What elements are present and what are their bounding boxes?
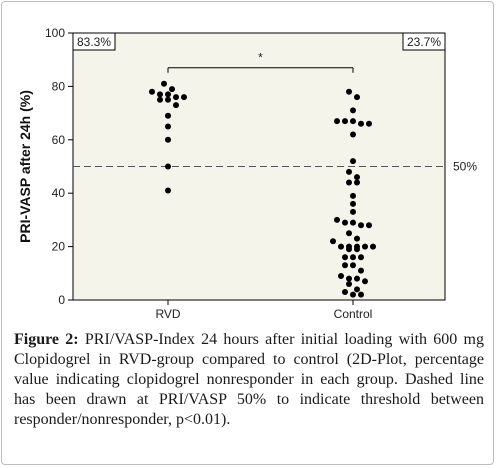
data-point — [173, 94, 179, 101]
data-point — [358, 222, 364, 229]
data-point — [181, 94, 187, 101]
data-point — [342, 219, 348, 226]
rvd-percent-label: 83.3% — [77, 35, 111, 49]
data-point — [358, 267, 364, 274]
data-point — [157, 96, 163, 103]
data-point — [342, 254, 348, 261]
data-point — [350, 118, 356, 125]
data-point — [165, 123, 171, 130]
data-point — [338, 272, 344, 279]
data-point — [346, 168, 352, 175]
data-point — [362, 278, 368, 285]
data-point — [334, 216, 340, 223]
y-tick-label: 100 — [45, 26, 65, 40]
data-point — [165, 96, 171, 103]
data-point — [173, 102, 179, 109]
figure-caption: Figure 2: PRI/VASP-Index 24 hours after … — [14, 330, 484, 430]
data-point — [346, 246, 352, 253]
y-tick-label: 80 — [52, 79, 66, 93]
data-point — [354, 275, 360, 282]
data-point — [350, 131, 356, 138]
significance-mark: * — [258, 51, 263, 65]
data-point — [342, 288, 348, 295]
data-point — [157, 91, 163, 98]
data-point — [350, 254, 356, 261]
y-tick-label: 20 — [52, 240, 66, 254]
data-point — [342, 262, 348, 269]
data-point — [354, 246, 360, 253]
data-point — [334, 118, 340, 125]
data-point — [354, 179, 360, 186]
x-tick-label: Control — [334, 307, 373, 321]
data-point — [165, 136, 171, 143]
data-point — [346, 280, 352, 287]
data-point — [370, 243, 376, 250]
data-point — [165, 112, 171, 119]
data-point — [350, 219, 356, 226]
data-point — [350, 262, 356, 269]
figure-label: Figure 2: — [14, 331, 79, 348]
data-point — [358, 120, 364, 127]
data-point — [354, 235, 360, 242]
data-point — [354, 286, 360, 293]
data-point — [350, 200, 356, 207]
data-point — [354, 94, 360, 101]
data-point — [165, 91, 171, 98]
y-tick-label: 40 — [52, 186, 66, 200]
data-point — [330, 238, 336, 245]
data-point — [169, 86, 175, 93]
data-point — [366, 222, 372, 229]
data-point — [350, 107, 356, 114]
data-point — [342, 118, 348, 125]
data-point — [346, 275, 352, 282]
data-point — [358, 291, 364, 298]
data-point — [350, 158, 356, 165]
y-axis-label: PRI-VASP after 24h (%) — [17, 90, 33, 243]
data-point — [366, 120, 372, 127]
data-point — [354, 174, 360, 181]
data-point — [165, 187, 171, 194]
data-point — [346, 179, 352, 186]
data-point — [350, 208, 356, 215]
data-point — [161, 80, 167, 87]
y-tick-label: 0 — [58, 293, 65, 307]
data-point — [338, 243, 344, 250]
data-point — [346, 88, 352, 95]
data-point — [346, 230, 352, 237]
data-point — [350, 192, 356, 199]
data-point — [362, 243, 368, 250]
caption-text: PRI/VASP-Index 24 hours after initial lo… — [14, 331, 485, 428]
y-tick-label: 60 — [52, 133, 66, 147]
control-percent-label: 23.7% — [407, 35, 441, 49]
x-tick-label: RVD — [155, 307, 180, 321]
threshold-label: 50% — [453, 160, 477, 174]
data-point — [350, 291, 356, 298]
data-point — [149, 88, 155, 95]
data-point — [165, 163, 171, 170]
data-point — [358, 254, 364, 261]
control-percent-label-box — [402, 32, 446, 51]
rvd-percent-label-box — [72, 32, 116, 51]
